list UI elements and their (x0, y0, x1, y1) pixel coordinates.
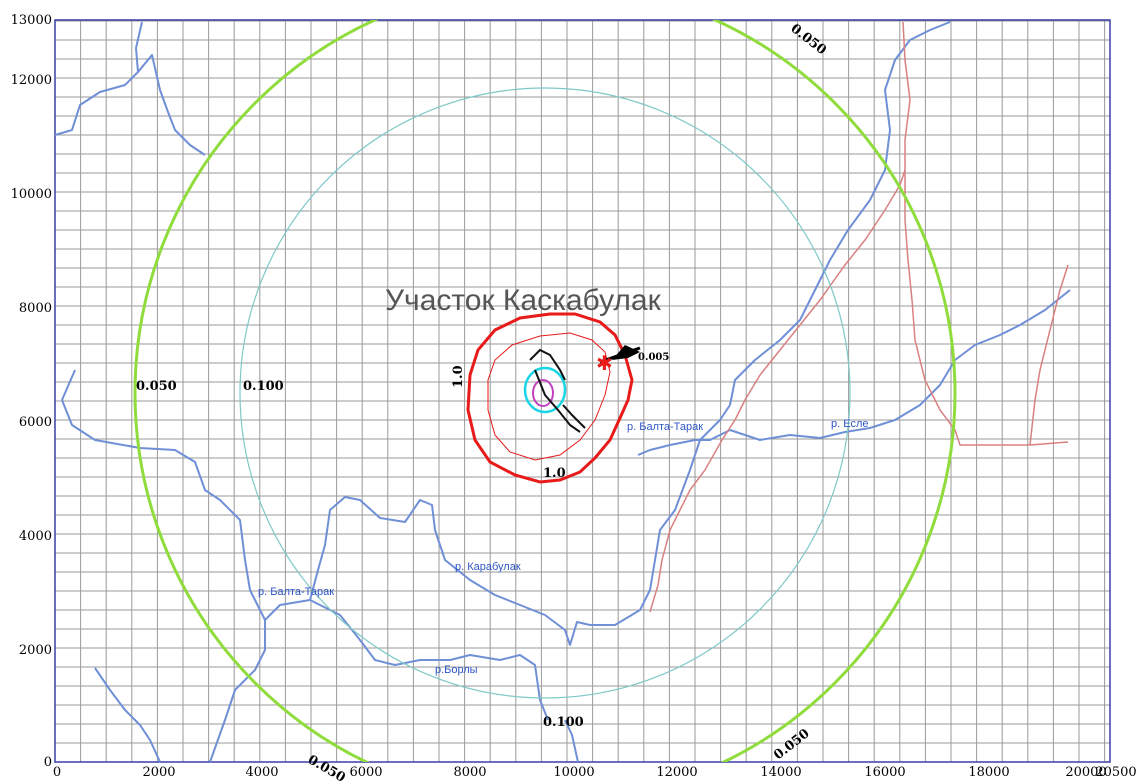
isoline-label-0.100-west: 0.100 (243, 379, 284, 394)
x-tick-2000: 2000 (142, 765, 175, 780)
map-title: Участок Каскабулак (385, 284, 662, 317)
x-tick-8000: 8000 (453, 765, 486, 780)
isoline-inner-red (487, 332, 611, 461)
x-tick-20500: 20500 (1095, 765, 1136, 780)
x-tick-4000: 4000 (245, 765, 278, 780)
y-tick-10000: 10000 (11, 187, 52, 202)
river-south (564, 719, 579, 763)
isoline-label-0.100-south: 0.100 (543, 715, 584, 730)
isoline-label-0.050-west: 0.050 (136, 379, 177, 394)
river-esle (729, 289, 1071, 441)
x-tick-18000: 18000 (968, 765, 1009, 780)
y-tick-0: 0 (44, 755, 52, 770)
river-label-esle: р. Есле (831, 418, 868, 430)
road-east (902, 21, 1069, 446)
isolines (133, 20, 957, 762)
source-label: 0.005 (638, 352, 669, 363)
river-balta-tarak-west-b (264, 599, 549, 721)
y-tick-4000: 4000 (19, 529, 52, 544)
x-tick-12000: 12000 (656, 765, 697, 780)
x-axis-labels: 0 2000 4000 6000 8000 10000 12000 14000 … (53, 765, 1137, 780)
x-tick-14000: 14000 (760, 765, 801, 780)
road-diagonal (649, 169, 906, 613)
road-east-2 (1029, 264, 1069, 446)
roads (649, 21, 1069, 613)
river-label-balta-tarak-east: р. Балта-Тарак (627, 421, 703, 433)
isoline-0.100-circle (239, 87, 851, 699)
dense-contours (529, 348, 586, 433)
isoline-label-0.050-sw: 0.050 (305, 752, 348, 781)
y-axis-labels: 13000 12000 10000 8000 6000 4000 2000 0 (11, 13, 52, 770)
river-borly-sw (94, 667, 161, 763)
isoline-1.0-red (466, 312, 634, 484)
river-nw-branch (137, 54, 206, 156)
isoline-label-1.0-south: 1.0 (543, 466, 566, 481)
rivers (54, 21, 1071, 763)
y-tick-8000: 8000 (19, 301, 52, 316)
star-icon: ✱ (596, 351, 613, 375)
river-label-karabulak: р. Карабулак (455, 561, 521, 573)
river-nw (54, 21, 143, 136)
isoline-label-1.0-west: 1.0 (451, 365, 466, 388)
x-tick-16000: 16000 (864, 765, 905, 780)
river-karabulak (309, 404, 731, 646)
dense-contour-b (529, 348, 566, 381)
source-marker: ✱ 0.005 (596, 345, 669, 375)
x-tick-0: 0 (53, 765, 61, 780)
dense-contour-c (562, 404, 586, 429)
river-balta-tarak-east (729, 21, 951, 406)
x-tick-10000: 10000 (553, 765, 594, 780)
y-tick-2000: 2000 (19, 643, 52, 658)
map-frame (54, 19, 1111, 763)
river-label-balta-tarak-west: р. Балта-Тарак (258, 586, 334, 598)
y-tick-13000: 13000 (11, 13, 52, 28)
x-tick-20000: 20000 (1065, 765, 1106, 780)
river-label-borly: р.Борлы (435, 664, 478, 676)
y-tick-6000: 6000 (19, 415, 52, 430)
dense-contour-a (534, 369, 581, 433)
isoline-center-magenta (532, 379, 554, 407)
isoline-0.050-circle (133, 20, 957, 762)
river-balta-tarak-east-b (637, 429, 731, 456)
isoline-center-cyan (523, 366, 567, 414)
grid-lines (54, 20, 1110, 763)
river-balta-tarak-west (61, 369, 266, 763)
y-tick-12000: 12000 (11, 73, 52, 88)
river-labels: р. Балта-Тарак р. Балта-Тарак р. Есле р.… (258, 418, 868, 676)
x-tick-6000: 6000 (349, 765, 382, 780)
